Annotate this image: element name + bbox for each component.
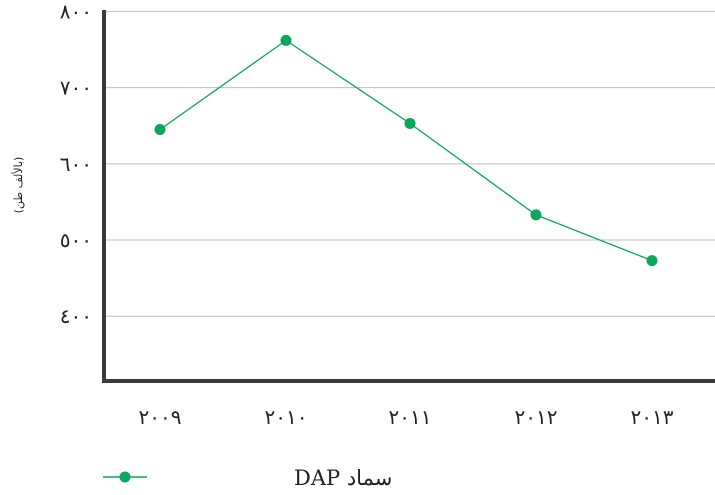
data-point: [280, 34, 292, 46]
gridlines: [104, 10, 715, 317]
y-tick-label: ٨٠٠: [60, 0, 92, 23]
x-tick-label: ٢٠٠٩: [139, 405, 182, 429]
x-tick-label: ٢٠١٣: [631, 405, 674, 429]
y-tick-label: ٥٠٠: [60, 228, 92, 252]
legend-marker: [119, 471, 131, 483]
legend: سماد DAP: [103, 466, 392, 490]
y-tick-label: ٦٠٠: [60, 152, 92, 176]
y-tick-label: ٤٠٠: [60, 304, 92, 328]
y-tick-labels: ٨٠٠ ٧٠٠ ٦٠٠ ٥٠٠ ٤٠٠: [60, 0, 92, 328]
x-tick-label: ٢٠١٠: [265, 405, 308, 429]
legend-label: سماد DAP: [294, 466, 392, 490]
data-point: [154, 124, 166, 136]
data-point: [646, 255, 658, 267]
series-line: [159, 39, 653, 262]
x-tick-label: ٢٠١٢: [515, 405, 558, 429]
series: [154, 34, 658, 267]
data-point: [404, 117, 416, 129]
y-tick-label: ٧٠٠: [60, 76, 92, 100]
x-tick-labels: ٢٠٠٩ ٢٠١٠ ٢٠١١ ٢٠١٢ ٢٠١٣: [139, 405, 674, 429]
x-tick-label: ٢٠١١: [389, 405, 432, 429]
data-point: [530, 209, 542, 221]
axes: [102, 10, 715, 383]
y-axis-label: (بالألف طن): [11, 157, 25, 214]
